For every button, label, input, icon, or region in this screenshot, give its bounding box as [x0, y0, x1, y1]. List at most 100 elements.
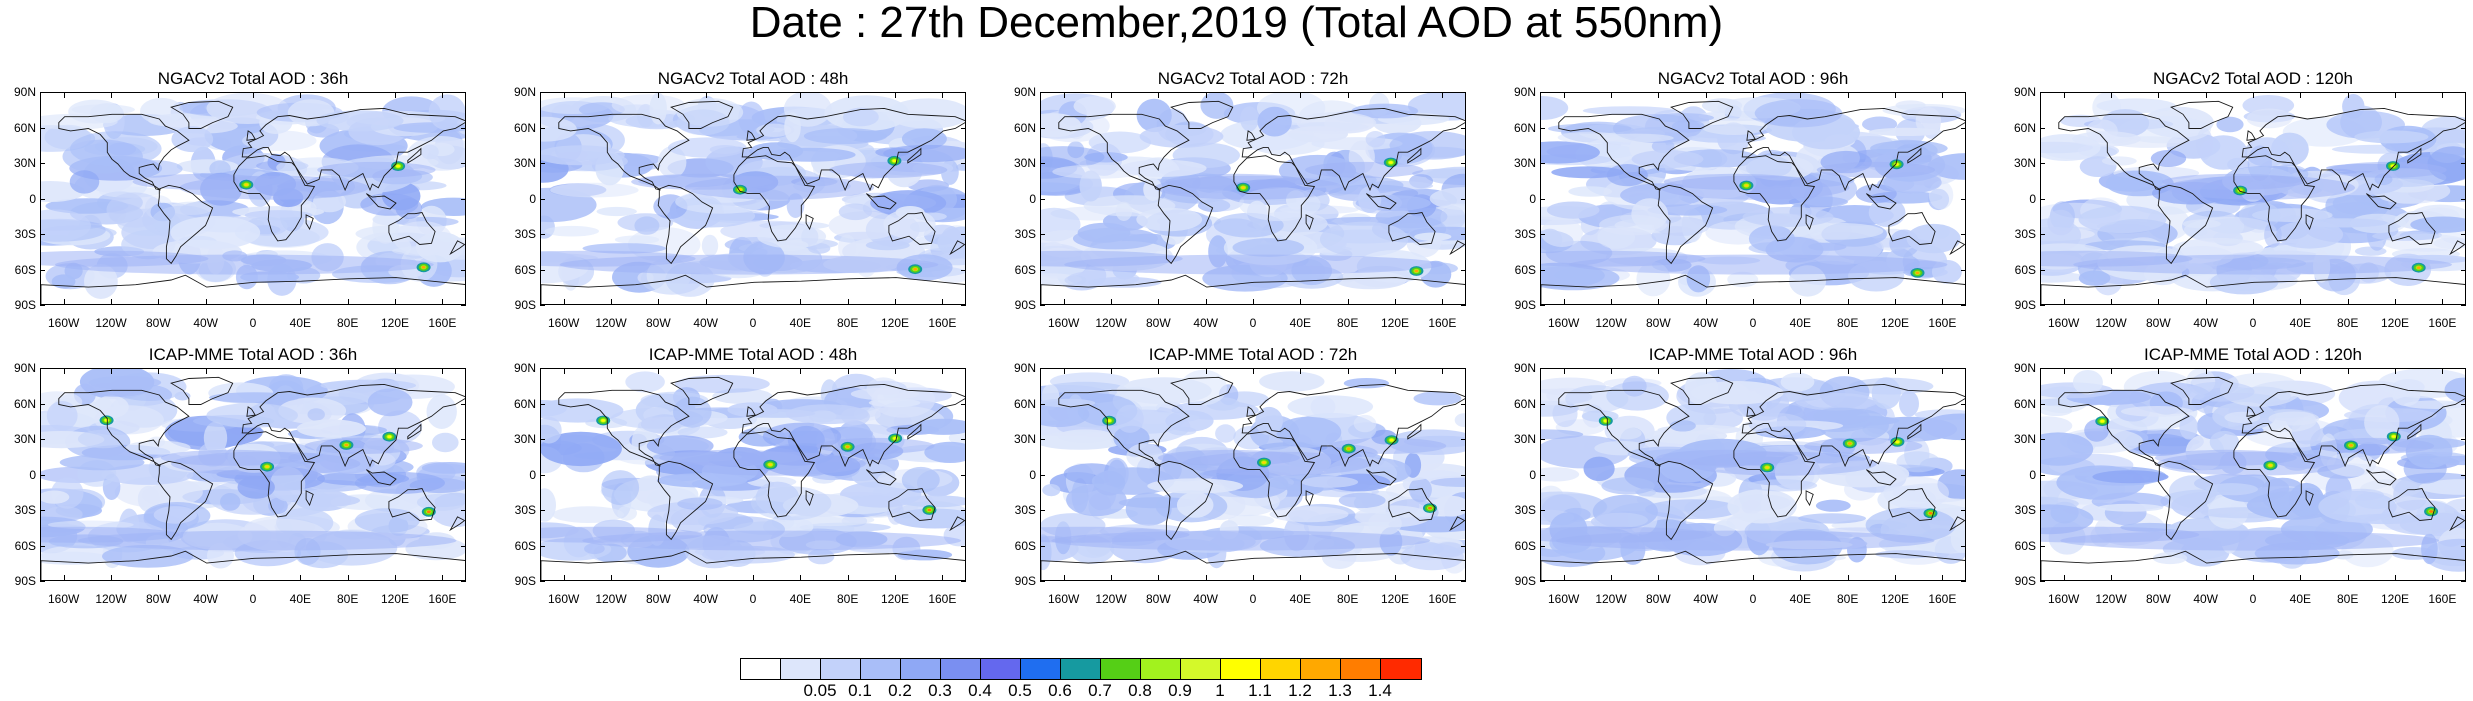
lon-tick	[2442, 299, 2444, 305]
colorbar-swatch	[901, 659, 941, 679]
aod-region	[601, 470, 640, 506]
aod-region	[2444, 377, 2465, 403]
lat-tick	[1461, 510, 1466, 511]
coastline	[1233, 431, 1316, 518]
lat-label: 30S	[1014, 227, 1036, 241]
lon-tick	[300, 368, 302, 374]
map-frame	[1540, 368, 1966, 581]
aod-region	[2275, 220, 2344, 249]
lat-tick	[1461, 198, 1466, 200]
lon-tick	[205, 575, 207, 581]
aod-region	[541, 116, 577, 142]
aod-region	[727, 402, 778, 417]
coastline	[241, 383, 465, 468]
coastline	[2407, 423, 2422, 440]
aod-region	[1052, 164, 1143, 179]
coastline	[733, 431, 816, 518]
lat-label: 90N	[13, 361, 36, 375]
coastline	[1733, 431, 1816, 518]
lon-tick	[2442, 92, 2444, 98]
aod-region	[426, 394, 457, 429]
colorbar	[740, 658, 1422, 680]
panel-title: ICAP-MME Total AOD : 48h	[648, 345, 858, 364]
lat-tick	[1961, 581, 1966, 582]
lon-label: 0	[249, 316, 257, 330]
aod-region	[743, 247, 768, 257]
lat-label: 60S	[2014, 538, 2036, 553]
aod-region	[1645, 499, 1740, 520]
map-frame	[540, 92, 966, 305]
aod-region	[415, 231, 465, 263]
aod-region	[640, 415, 683, 434]
lat-tick	[2040, 510, 2045, 511]
aod-region	[2268, 411, 2320, 426]
aod-hotspot	[913, 267, 918, 271]
lon-tick	[2063, 575, 2065, 581]
aod-region	[2086, 119, 2118, 143]
map-panel: ICAP-MME Total AOD : 72h 90N 60N 30N 0 30S 60S…	[1014, 346, 1466, 619]
coastline	[305, 214, 314, 231]
lon-label: 120E	[1380, 592, 1410, 606]
aod-region	[1115, 201, 1133, 221]
lat-tick	[40, 234, 45, 235]
colorbar-label: 0.9	[1168, 681, 1192, 700]
aod-hotspot	[421, 265, 426, 269]
colorbar-label: 0.4	[968, 681, 992, 700]
lon-tick	[1395, 92, 1396, 98]
lat-tick	[1040, 269, 1045, 271]
coastline	[305, 490, 314, 507]
aod-region	[1319, 221, 1409, 257]
aod-region	[1915, 107, 1942, 135]
lat-tick	[1040, 234, 1045, 235]
aod-region	[2111, 136, 2185, 148]
lat-tick	[461, 368, 466, 369]
lat-tick	[2040, 368, 2045, 369]
aod-region	[2078, 205, 2167, 234]
aod-band	[2162, 173, 2305, 190]
lon-tick	[2253, 299, 2254, 305]
lon-tick	[63, 368, 65, 374]
lon-tick	[1563, 368, 1565, 374]
lon-tick	[2158, 575, 2160, 581]
aod-region	[843, 107, 879, 127]
aod-hotspot	[1744, 184, 1749, 187]
aod-region	[1365, 131, 1386, 148]
aod-region	[1429, 187, 1465, 211]
lon-tick	[895, 575, 896, 581]
lon-tick	[658, 368, 660, 374]
aod-region	[1042, 484, 1061, 497]
lon-tick	[1942, 575, 1944, 581]
lat-tick	[2040, 545, 2045, 547]
lat-tick	[40, 127, 45, 129]
aod-region	[656, 473, 748, 488]
aod-hotspot	[2268, 464, 2273, 467]
lon-label: 40W	[1193, 316, 1218, 330]
lon-tick	[658, 575, 660, 581]
lon-tick	[1300, 92, 1302, 98]
aod-band	[1663, 173, 1806, 190]
aod-hotspot	[344, 443, 349, 447]
aod-region	[1700, 118, 1768, 135]
lon-label: 160E	[1428, 316, 1457, 330]
lon-tick	[1563, 299, 1565, 305]
aod-region	[2041, 405, 2073, 417]
lat-tick	[461, 403, 466, 405]
aod-hotspot	[396, 164, 401, 168]
coastline	[805, 490, 814, 507]
lon-label: 120W	[2095, 316, 2127, 330]
aod-region	[1896, 451, 1941, 473]
lon-label: 160W	[2047, 316, 2080, 330]
aod-band	[1541, 526, 1713, 543]
lon-tick	[800, 368, 802, 374]
lon-tick	[1111, 368, 1112, 374]
aod-band	[1327, 437, 1447, 454]
lon-label: 40E	[2289, 592, 2311, 606]
lat-label: 30S	[1514, 503, 1536, 517]
aod-map	[41, 369, 465, 580]
coastline	[2305, 214, 2314, 231]
aod-region	[1240, 106, 1259, 132]
lon-tick	[395, 92, 396, 98]
aod-band	[2041, 526, 2200, 543]
lon-tick	[1753, 299, 1754, 305]
lat-tick	[1961, 198, 1966, 200]
